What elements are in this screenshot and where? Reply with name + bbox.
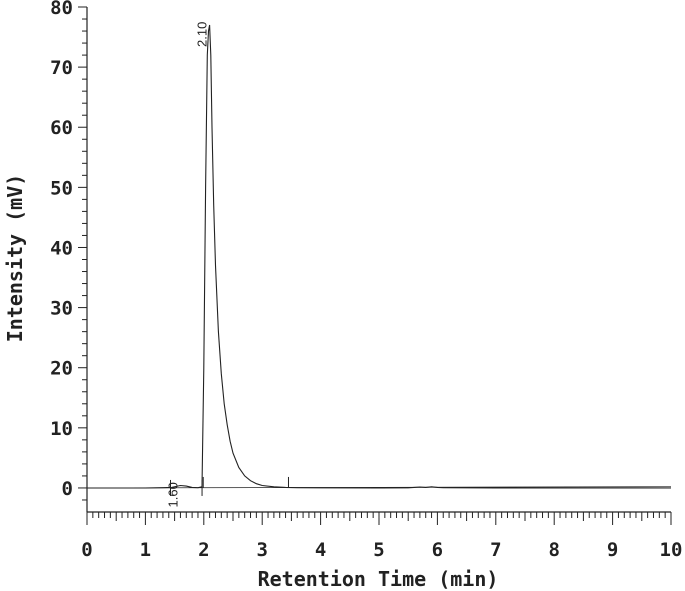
axes — [86, 7, 671, 513]
y-tick-label: 50 — [50, 177, 73, 199]
y-tick-label: 80 — [50, 0, 73, 19]
peak-retention-label: 2.10 — [195, 22, 210, 47]
x-tick-label: 5 — [373, 539, 384, 561]
x-tick-label: 6 — [432, 539, 443, 561]
x-axis-title: Retention Time (min) — [258, 567, 499, 591]
y-tick-label: 70 — [50, 57, 73, 79]
chromatogram-trace — [87, 24, 671, 489]
axis-ticks — [78, 6, 672, 525]
annotations: 1.60 2.10 — [165, 22, 289, 508]
x-tick-label: 0 — [81, 539, 92, 561]
x-tick-label: 9 — [607, 539, 618, 561]
x-tick-label: 8 — [548, 539, 559, 561]
y-tick-label: 40 — [50, 237, 73, 259]
x-tick-label: 1 — [140, 539, 151, 561]
peak-retention-label: 1.60 — [165, 482, 180, 507]
x-tick-label: 2 — [198, 539, 209, 561]
integration-baseline — [86, 486, 672, 489]
plot-area — [86, 24, 672, 489]
x-tick-label: 4 — [315, 539, 326, 561]
y-tick-label: 30 — [50, 298, 73, 320]
y-axis-title: Intensity (mV) — [3, 174, 27, 343]
tick-labels: 0 1 2 3 4 5 6 7 8 9 10 0 10 20 30 40 50 60 70 80 — [50, 0, 682, 561]
x-tick-label: 7 — [490, 539, 501, 561]
x-tick-label: 3 — [256, 539, 267, 561]
y-tick-label: 10 — [50, 418, 73, 440]
y-tick-label: 20 — [50, 358, 73, 380]
y-tick-label: 0 — [62, 478, 73, 500]
y-tick-label: 60 — [50, 117, 73, 139]
x-tick-label: 10 — [660, 539, 683, 561]
